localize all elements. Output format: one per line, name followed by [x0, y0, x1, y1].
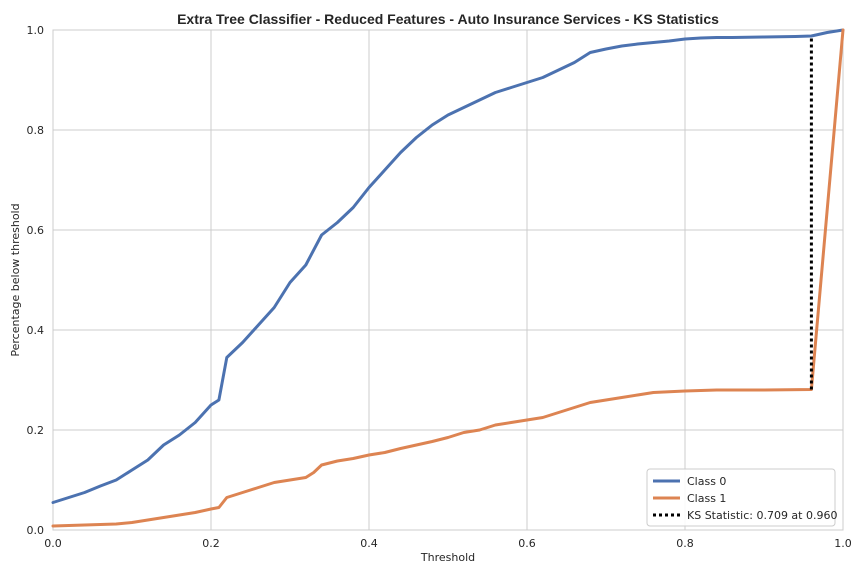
legend-label: Class 0 — [687, 475, 726, 488]
y-axis-label: Percentage below threshold — [9, 203, 22, 356]
y-tick-label: 0.8 — [27, 124, 45, 137]
x-tick-label: 1.0 — [834, 537, 852, 550]
legend-box — [646, 468, 836, 527]
x-axis-label: Threshold — [420, 551, 475, 564]
legend: Class 0 Class 1 KS Statistic: 0.709 at 0.9… — [646, 468, 837, 527]
series-line-class-1 — [51, 28, 845, 528]
x-tick-label: 0.0 — [44, 537, 62, 550]
y-tick-label: 0.0 — [27, 524, 45, 537]
y-tick-labels: 0.0 0.2 0.4 0.6 0.8 1.0 — [27, 24, 45, 537]
x-tick-label: 0.6 — [518, 537, 536, 550]
y-tick-label: 1.0 — [27, 24, 45, 37]
plot-frame — [52, 29, 844, 531]
series-line-class-0 — [51, 28, 845, 504]
legend-label: Class 1 — [687, 492, 726, 505]
x-tick-labels: 0.0 0.2 0.4 0.6 0.8 1.0 — [44, 537, 852, 550]
x-tick-label: 0.4 — [360, 537, 378, 550]
y-tick-label: 0.2 — [27, 424, 45, 437]
legend-label: KS Statistic: 0.709 at 0.960 — [687, 509, 837, 522]
x-tick-label: 0.2 — [202, 537, 220, 550]
y-tick-label: 0.4 — [27, 324, 45, 337]
y-tick-label: 0.6 — [27, 224, 45, 237]
chart-title: Extra Tree Classifier - Reduced Features… — [177, 11, 719, 27]
series-lines — [51, 28, 845, 528]
x-tick-label: 0.8 — [676, 537, 694, 550]
